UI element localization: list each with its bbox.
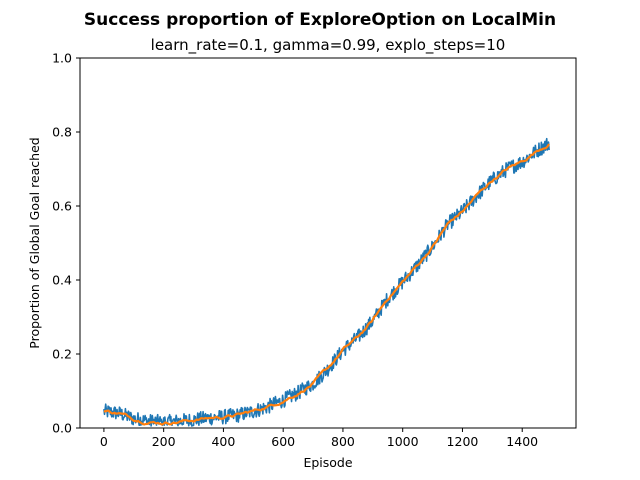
y-axis: 0.0 0.2 0.4 0.6 0.8 1.0	[52, 51, 80, 436]
x-tick-label: 200	[152, 434, 176, 449]
x-tick-label: 0	[100, 434, 108, 449]
series-layer	[103, 137, 551, 427]
y-axis-label: Proportion of Global Goal reached	[27, 137, 42, 348]
x-tick-label: 1000	[387, 434, 419, 449]
x-tick-label: 800	[331, 434, 355, 449]
y-tick-label: 0.4	[52, 273, 72, 288]
y-tick-label: 0.2	[52, 347, 72, 362]
chart-title: Success proportion of ExploreOption on L…	[84, 10, 556, 30]
x-tick-label: 600	[271, 434, 295, 449]
x-tick-label: 400	[211, 434, 235, 449]
smoothed-series-line	[103, 143, 551, 426]
chart-subtitle: learn_rate=0.1, gamma=0.99, explo_steps=…	[151, 36, 506, 55]
y-tick-label: 0.6	[52, 199, 72, 214]
x-tick-label: 1400	[506, 434, 538, 449]
x-axis-label: Episode	[303, 455, 352, 470]
y-tick-label: 0.0	[52, 421, 72, 436]
x-tick-label: 1200	[447, 434, 479, 449]
y-tick-label: 1.0	[52, 51, 72, 66]
x-axis: 0 200 400 600 800 1000 1200 1400	[100, 428, 538, 449]
axes-frame	[79, 57, 577, 429]
y-tick-label: 0.8	[52, 125, 72, 140]
